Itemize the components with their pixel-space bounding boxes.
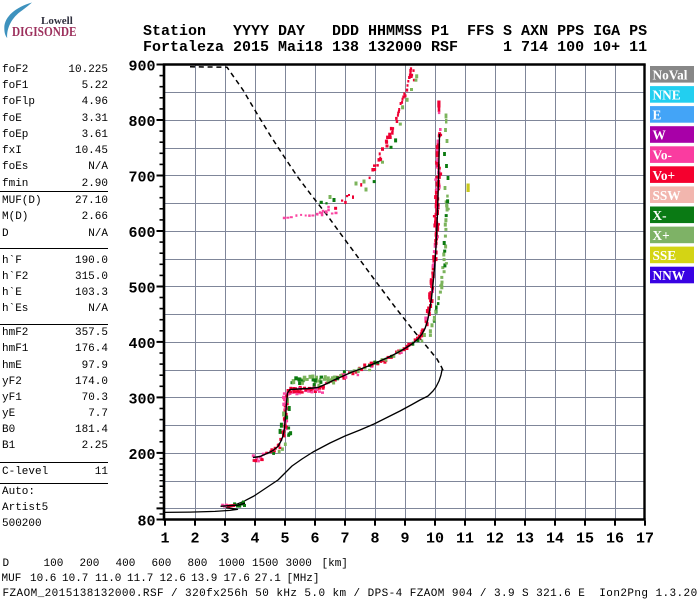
svg-text:16: 16 xyxy=(606,531,624,548)
svg-text:200: 200 xyxy=(128,447,155,464)
svg-text:700: 700 xyxy=(128,170,155,187)
svg-text:13: 13 xyxy=(516,531,534,548)
svg-text:15: 15 xyxy=(576,531,594,548)
svg-text:NNE: NNE xyxy=(653,88,681,103)
svg-text:E: E xyxy=(653,108,662,123)
svg-text:NoVal: NoVal xyxy=(653,67,688,82)
svg-text:80: 80 xyxy=(137,514,155,531)
svg-text:SSE: SSE xyxy=(653,248,677,263)
svg-text:400: 400 xyxy=(128,336,155,353)
svg-text:500: 500 xyxy=(128,281,155,298)
svg-text:X-: X- xyxy=(653,208,667,223)
svg-text:900: 900 xyxy=(128,59,155,76)
svg-text:NNW: NNW xyxy=(653,268,686,283)
svg-text:600: 600 xyxy=(128,225,155,242)
svg-text:Vo+: Vo+ xyxy=(653,168,676,183)
svg-text:9: 9 xyxy=(400,531,409,548)
svg-text:3: 3 xyxy=(220,531,229,548)
svg-text:800: 800 xyxy=(128,114,155,131)
svg-text:12: 12 xyxy=(486,531,504,548)
svg-text:W: W xyxy=(653,128,667,143)
svg-text:5: 5 xyxy=(280,531,289,548)
svg-text:X+: X+ xyxy=(653,228,670,243)
svg-text:4: 4 xyxy=(250,531,259,548)
svg-text:7: 7 xyxy=(340,531,349,548)
svg-text:14: 14 xyxy=(546,531,564,548)
svg-text:2: 2 xyxy=(190,531,199,548)
svg-text:300: 300 xyxy=(128,391,155,408)
svg-text:11: 11 xyxy=(456,531,474,548)
svg-text:Vo-: Vo- xyxy=(653,148,672,163)
svg-text:8: 8 xyxy=(370,531,379,548)
svg-text:1: 1 xyxy=(160,531,169,548)
svg-text:10: 10 xyxy=(426,531,444,548)
svg-text:6: 6 xyxy=(310,531,319,548)
svg-text:17: 17 xyxy=(636,531,654,548)
svg-text:SSW: SSW xyxy=(653,188,682,203)
